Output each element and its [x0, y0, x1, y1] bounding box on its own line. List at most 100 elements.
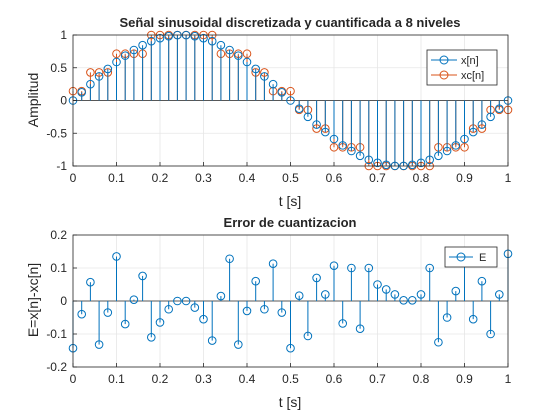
stem-marker [329, 142, 339, 152]
stem-marker [286, 96, 295, 105]
stem-marker [86, 277, 95, 287]
stem-marker [190, 303, 200, 312]
ytick-label: 0.1 [50, 261, 67, 275]
legend-label-e: E [479, 252, 486, 264]
stem-marker [138, 40, 147, 50]
title-top: Señal sinusoidal discretizada y cuantifi… [119, 15, 460, 30]
stem-marker [251, 64, 260, 74]
xtick-label: 0.3 [195, 171, 212, 185]
stem-marker [86, 79, 95, 89]
stem-marker [94, 68, 104, 77]
stem-marker [129, 295, 139, 304]
stem-marker [434, 151, 443, 161]
xticks-bottom: 0 0.1 0.2 0.3 0.4 0.5 0.6 0.7 0.8 0.9 1 [70, 372, 512, 386]
stem-marker [434, 337, 443, 347]
legend-marker-xcn [439, 70, 449, 80]
stem-marker [260, 304, 269, 314]
stem-marker [155, 33, 165, 43]
stem-marker [242, 49, 252, 59]
legend-marker-xn [439, 55, 449, 65]
xtick-label: 0.5 [282, 372, 299, 386]
xtick-label: 0.8 [413, 372, 430, 386]
stem-marker [242, 306, 252, 316]
stem-marker [94, 340, 104, 349]
stem-marker [303, 112, 313, 122]
series-0 [68, 249, 513, 353]
ylabel-top: Amplitud [25, 73, 41, 127]
legend-bottom: E [444, 246, 498, 268]
xtick-label: 0.9 [456, 372, 473, 386]
stem-marker [147, 36, 156, 46]
xtick-label: 0.2 [152, 372, 169, 386]
stem-marker [216, 40, 226, 50]
stem-marker [460, 142, 469, 152]
ytick-label: 0 [60, 294, 67, 308]
stem-marker [468, 314, 478, 324]
stem-marker [442, 146, 452, 156]
stem-marker [164, 31, 173, 41]
stem-marker [268, 79, 278, 89]
stem-marker [129, 45, 139, 55]
stem-marker [442, 313, 452, 322]
stem-marker [112, 252, 121, 261]
stem-marker [355, 324, 365, 334]
stem-marker [451, 286, 461, 296]
yticks-bottom: -0.2 -0.1 0 0.1 0.2 [46, 228, 67, 374]
stem-marker [181, 296, 191, 306]
ytick-label: 0.5 [50, 61, 67, 75]
stem-marker [468, 127, 478, 137]
stem-marker [338, 141, 348, 150]
stem-marker [425, 155, 435, 165]
stem-marker [347, 146, 356, 156]
xtick-label: 1 [505, 372, 512, 386]
stem-marker [321, 290, 330, 299]
stem-marker [408, 296, 417, 305]
stem-marker [416, 158, 426, 168]
xtick-label: 0.2 [152, 171, 169, 185]
stem-marker [486, 329, 495, 339]
xtick-label: 0.4 [239, 171, 256, 185]
stem-marker [294, 291, 304, 301]
stem-marker [86, 68, 95, 77]
stem-marker [207, 36, 217, 46]
stem-marker [77, 309, 86, 319]
ytick-label: 0 [60, 94, 67, 108]
xtick-label: 0.5 [282, 171, 299, 185]
frame-bottom [72, 234, 509, 368]
xtick-label: 0.9 [456, 171, 473, 185]
xtick-label: 0.4 [239, 372, 256, 386]
stem-marker [155, 318, 165, 327]
xtick-label: 0.7 [369, 171, 386, 185]
ytick-label: -1 [56, 159, 67, 173]
stem-marker [390, 290, 400, 299]
stem-marker [103, 308, 113, 317]
stem-marker [112, 49, 121, 59]
stem-marker [312, 124, 321, 133]
xtick-label: 0.1 [108, 171, 125, 185]
stem-marker [207, 336, 217, 345]
ytick-label: -0.1 [46, 327, 67, 341]
legend-top: x[n] xc[n] [426, 49, 498, 86]
frame-top [72, 34, 509, 167]
ytick-label: 0.2 [50, 228, 67, 242]
stem-marker [338, 319, 348, 328]
stem-marker [364, 155, 374, 165]
xtick-label: 0.7 [369, 372, 386, 386]
stem-marker [190, 31, 200, 41]
stem-marker [381, 285, 391, 294]
ytick-label: 1 [60, 28, 67, 42]
stem-marker [277, 308, 287, 317]
stem-marker [373, 280, 382, 289]
stem-marker [251, 276, 260, 286]
stem-marker [242, 57, 252, 67]
stem-marker [286, 343, 295, 353]
stem-marker [234, 340, 243, 349]
stem-marker [451, 141, 461, 150]
stem-marker [199, 314, 208, 324]
stem-marker [147, 333, 156, 342]
stem-marker [164, 304, 173, 314]
stem-marker [364, 263, 374, 273]
legend-box-top [426, 49, 498, 86]
stem-marker [199, 33, 208, 43]
stem-marker [381, 160, 391, 170]
